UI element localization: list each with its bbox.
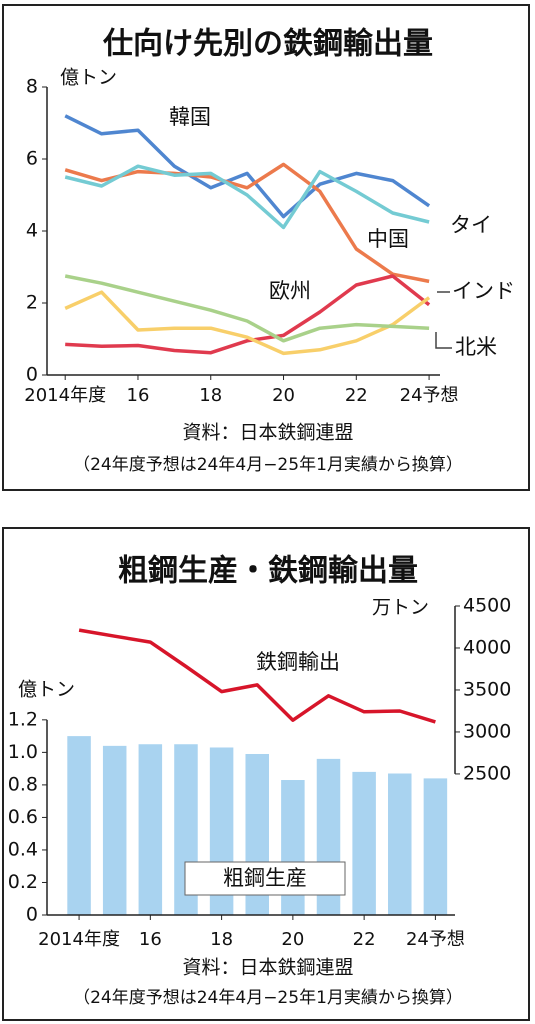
bar [388, 773, 412, 915]
panel-frame [2, 527, 530, 1021]
bar [423, 778, 448, 915]
series-label: 粗鋼生産 [223, 866, 307, 890]
x-tick-label: 16 [139, 929, 162, 950]
y2-tick-label: 2500 [463, 762, 511, 784]
y-tick-label: 2 [26, 292, 38, 314]
x-tick-label: 18 [199, 385, 222, 406]
y-tick-label: 0 [26, 364, 38, 386]
x-tick-label: 22 [345, 385, 368, 406]
series-label: 韓国 [169, 105, 211, 129]
series-line [65, 274, 431, 355]
leader-line [435, 332, 452, 349]
series-label: 北米 [455, 335, 497, 359]
source: 資料：日本鉄鋼連盟 [182, 422, 353, 444]
x-tick-label: 2014年度 [24, 385, 106, 406]
y2-tick-label: 4000 [463, 636, 511, 658]
y-tick-label: 1.2 [8, 708, 38, 730]
series-line [64, 164, 430, 230]
y-tick-label: 0.6 [8, 806, 38, 828]
series-line [64, 274, 430, 343]
note: （24年度予想は24年4月−25年1月実績から換算） [73, 455, 463, 475]
note: （24年度予想は24年4月−25年1月実績から換算） [73, 988, 463, 1008]
series-line [64, 290, 431, 356]
y-tick-label: 4 [26, 220, 38, 242]
y2-tick-label: 3000 [463, 720, 511, 742]
series-label: タイ [450, 213, 492, 237]
source: 資料：日本鉄鋼連盟 [182, 957, 353, 979]
y-tick-label: 0.8 [8, 773, 38, 795]
bar [67, 736, 91, 915]
series-label: 欧州 [269, 279, 311, 303]
series-line [78, 628, 436, 724]
chart-title: 粗鋼生産・鉄鋼輸出量 [118, 554, 418, 589]
y-tick-label: 0.4 [8, 838, 38, 860]
bar [352, 771, 376, 915]
y-tick-label: 1.0 [8, 741, 38, 763]
x-tick-label: 24予想 [406, 929, 465, 950]
series-line [64, 162, 430, 284]
chart-title: 仕向け先別の鉄鋼輸出量 [102, 27, 433, 62]
y-tick-label: 0.2 [8, 871, 38, 893]
y-tick-label: 0 [26, 904, 38, 926]
label-box [184, 861, 346, 896]
panel-frame [2, 4, 530, 491]
x-tick-label: 20 [272, 385, 295, 406]
y-axis-unit: 億トン [60, 67, 117, 89]
series-label: 鉄鋼輸出 [256, 650, 340, 674]
x-tick-label: 20 [281, 929, 304, 950]
x-tick-label: 18 [210, 929, 233, 950]
bar [138, 744, 163, 915]
x-tick-label: 2014年度 [38, 929, 120, 950]
x-tick-label: 24予想 [400, 385, 459, 406]
y-tick-label: 8 [26, 76, 38, 98]
series-label: インド [452, 279, 515, 303]
y2-tick-label: 3500 [463, 678, 511, 700]
x-tick-label: 16 [127, 385, 150, 406]
y-axis-unit: 億トン [18, 679, 75, 701]
y2-axis-unit: 万トン [372, 597, 429, 619]
x-tick-label: 22 [353, 929, 376, 950]
series-label: 中国 [367, 227, 409, 251]
bar [102, 745, 127, 915]
series-line [64, 114, 431, 219]
y2-tick-label: 4500 [463, 595, 511, 617]
y-tick-label: 6 [26, 148, 38, 170]
